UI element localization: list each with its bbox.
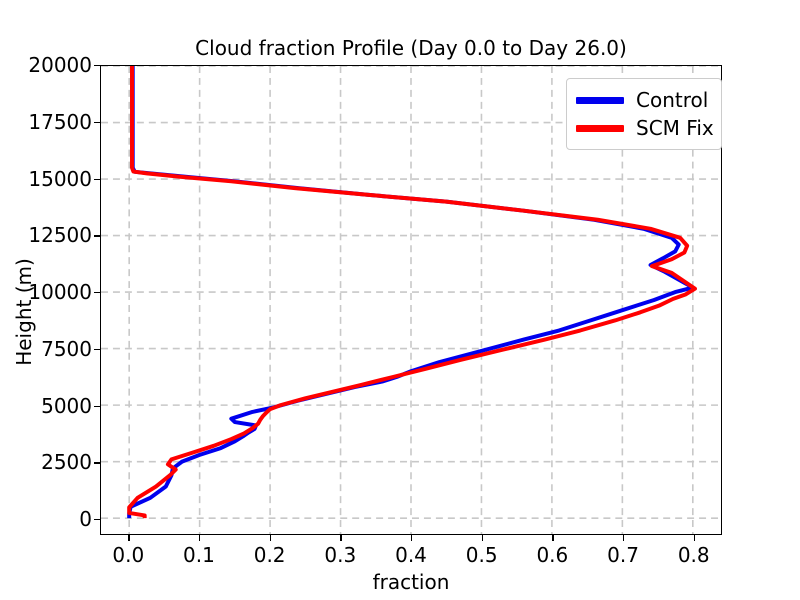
y-tick-label: 20000 bbox=[28, 53, 92, 77]
x-tickmark bbox=[481, 535, 484, 541]
x-tickmark bbox=[411, 535, 413, 541]
x-tickmark bbox=[693, 535, 696, 541]
y-tick-label: 2500 bbox=[41, 450, 92, 475]
legend-label-control: Control bbox=[636, 88, 709, 112]
y-tickmark bbox=[94, 235, 100, 237]
y-tickmark bbox=[94, 348, 100, 351]
y-tickmark bbox=[94, 405, 100, 407]
x-tick-label: 0.3 bbox=[324, 543, 357, 567]
x-tick-label: 0.2 bbox=[253, 543, 286, 567]
y-tickmark bbox=[94, 519, 100, 521]
legend-item-scm-fix[interactable]: SCM Fix bbox=[576, 114, 714, 142]
x-tickmark bbox=[552, 535, 554, 541]
y-tickmark bbox=[94, 292, 100, 294]
y-tick-label: 17500 bbox=[28, 109, 92, 134]
x-axis-label: fraction bbox=[372, 570, 450, 594]
y-tickmark bbox=[94, 65, 100, 67]
series-line-scm-fix bbox=[127, 66, 697, 519]
x-tick-label: 0.4 bbox=[395, 543, 427, 567]
x-tick-label: 0.1 bbox=[183, 543, 215, 567]
x-tick-label: 0.0 bbox=[112, 543, 145, 567]
x-tickmark bbox=[198, 535, 201, 541]
page-title: Cloud fraction Profile (Day 0.0 to Day 2… bbox=[195, 36, 627, 60]
legend-swatch-control bbox=[576, 96, 624, 104]
x-tickmark bbox=[623, 535, 625, 541]
y-tick-label: 15000 bbox=[28, 166, 92, 191]
legend-swatch-scm-fix bbox=[576, 124, 624, 132]
y-tick-label: 12500 bbox=[28, 223, 92, 248]
y-tickmark bbox=[94, 178, 100, 180]
y-tick-label: 7500 bbox=[41, 336, 92, 361]
x-tickmark bbox=[128, 535, 130, 541]
y-tick-label: 10000 bbox=[28, 280, 92, 305]
x-tick-label: 0.7 bbox=[607, 543, 639, 567]
y-axis-label: Height (m) bbox=[12, 258, 36, 366]
legend-label-scm-fix: SCM Fix bbox=[636, 116, 714, 140]
x-tickmark bbox=[269, 535, 272, 541]
x-tick-label: 0.5 bbox=[465, 543, 498, 567]
y-tickmark bbox=[94, 462, 100, 464]
x-axis-tick-labels: 0.0 0.1 0.2 0.3 0.4 0.5 0.6 0.7 0.8 bbox=[100, 543, 722, 569]
y-axis-tick-labels: 0 2500 5000 7500 10000 12500 15000 17500 20000 bbox=[0, 53, 92, 535]
legend-item-control[interactable]: Control bbox=[576, 86, 711, 114]
series-layer bbox=[127, 66, 697, 519]
y-tick-label: 0 bbox=[79, 507, 92, 532]
x-tickmark bbox=[340, 535, 342, 541]
y-tickmark bbox=[94, 121, 100, 124]
x-tick-label: 0.6 bbox=[536, 543, 569, 567]
y-tick-label: 5000 bbox=[41, 393, 92, 418]
x-tick-label: 0.8 bbox=[677, 543, 710, 567]
legend: Control SCM Fix bbox=[566, 78, 722, 150]
